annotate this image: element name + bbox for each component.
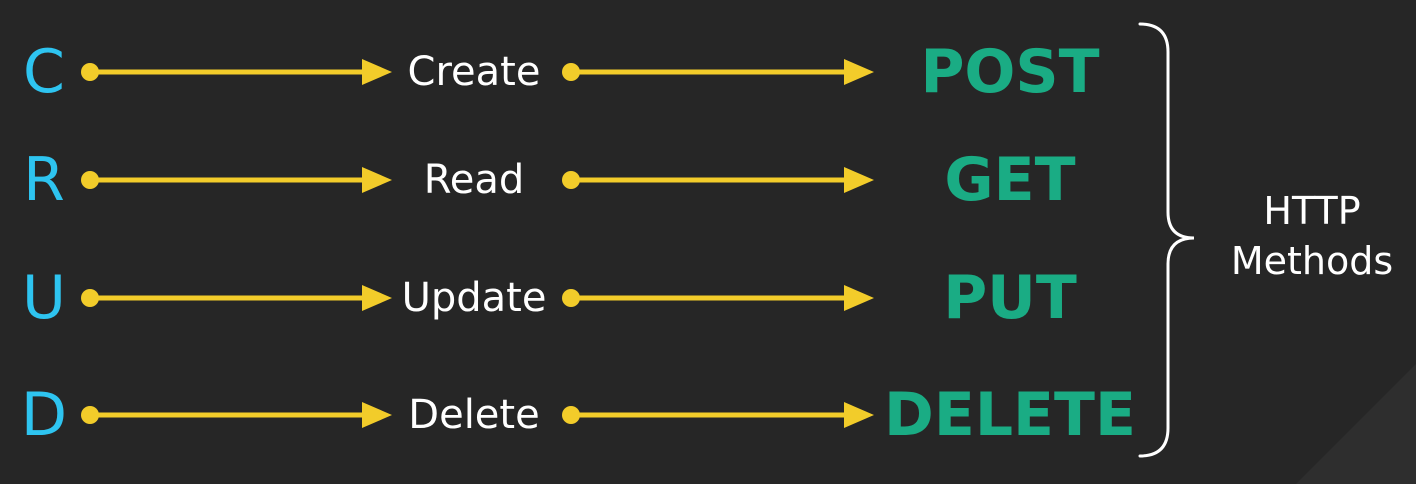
brace-label-line1: HTTP [1263,189,1361,233]
action-read: Read [423,157,525,203]
arrow-head [844,285,874,311]
right-curly-brace [1138,22,1195,458]
arrow-head [362,167,392,193]
crud-letter-d: D [20,380,68,450]
crud-letter-c: C [23,37,65,107]
action-delete: Delete [408,392,540,438]
http-method-post: POST [920,37,1100,107]
arrow-row-c-right [562,59,874,85]
http-method-delete: DELETE [884,380,1136,450]
brace-label-line2: Methods [1230,239,1394,283]
arrow-head [844,59,874,85]
arrow-row-r-right [562,167,874,193]
http-method-put: PUT [943,263,1077,333]
action-update: Update [401,275,547,321]
arrow-row-u-left [81,285,392,311]
arrow-row-d-left [81,402,392,428]
crud-letter-u: U [22,263,66,333]
arrow-row-d-right [562,402,874,428]
brace-label: HTTP Methods [1222,186,1402,286]
arrow-head [362,285,392,311]
action-create: Create [407,49,541,95]
crud-letter-r: R [23,145,65,215]
arrow-head [844,402,874,428]
arrow-row-u-right [562,285,874,311]
arrow-head [362,59,392,85]
arrow-row-r-left [81,167,392,193]
arrow-head [844,167,874,193]
http-method-get: GET [944,145,1076,215]
arrow-head [362,402,392,428]
background-corner-shade [1296,364,1416,484]
arrow-row-c-left [81,59,392,85]
